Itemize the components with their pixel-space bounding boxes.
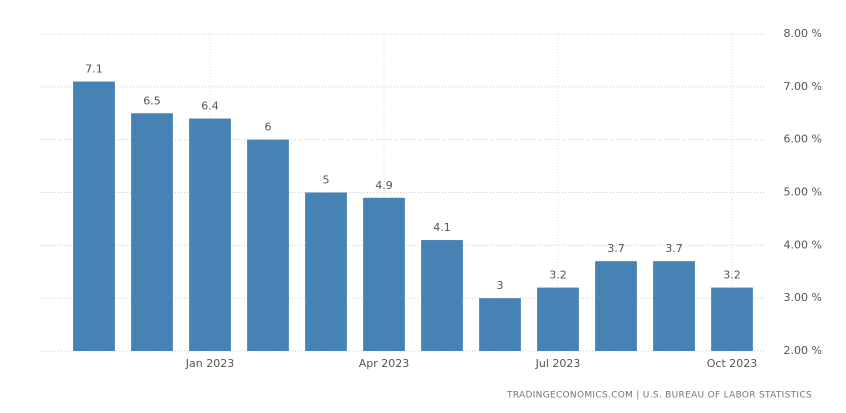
data-label: 3.7 xyxy=(607,242,625,255)
data-label: 4.9 xyxy=(375,179,393,192)
bar xyxy=(131,113,173,351)
bar xyxy=(421,240,463,351)
source: TRADINGECONOMICS.COM | U.S. BUREAU OF LA… xyxy=(506,391,812,401)
y-tick-label: 8.00 % xyxy=(784,27,822,40)
x-tick-label: Apr 2023 xyxy=(359,357,410,370)
y-tick-label: 4.00 % xyxy=(784,238,822,251)
data-label: 6 xyxy=(265,121,272,134)
bar xyxy=(189,118,231,352)
bar xyxy=(247,139,289,351)
bar xyxy=(73,81,115,352)
bar xyxy=(363,197,405,351)
x-tick-label: Jul 2023 xyxy=(535,357,581,370)
y-tick-label: 2.00 % xyxy=(784,344,822,357)
bar xyxy=(595,261,637,351)
x-tick-label: Oct 2023 xyxy=(707,357,758,370)
y-tick-label: 5.00 % xyxy=(784,186,822,199)
data-label: 4.1 xyxy=(433,221,451,234)
x-tick-label: Jan 2023 xyxy=(185,357,234,370)
bar xyxy=(305,192,347,351)
bar xyxy=(479,298,521,351)
bar xyxy=(711,287,753,351)
data-label: 5 xyxy=(323,174,330,187)
y-tick-label: 3.00 % xyxy=(784,291,822,304)
data-label: 7.1 xyxy=(85,63,103,76)
data-label: 3.2 xyxy=(549,269,567,282)
data-label: 3 xyxy=(497,279,504,292)
data-label: 6.4 xyxy=(201,100,219,113)
bar xyxy=(653,261,695,351)
data-label: 3.7 xyxy=(665,242,683,255)
y-tick-label: 7.00 % xyxy=(784,80,822,93)
data-label: 3.2 xyxy=(723,269,741,282)
data-label: 6.5 xyxy=(143,94,161,107)
bar xyxy=(537,287,579,351)
y-tick-label: 6.00 % xyxy=(784,133,822,146)
